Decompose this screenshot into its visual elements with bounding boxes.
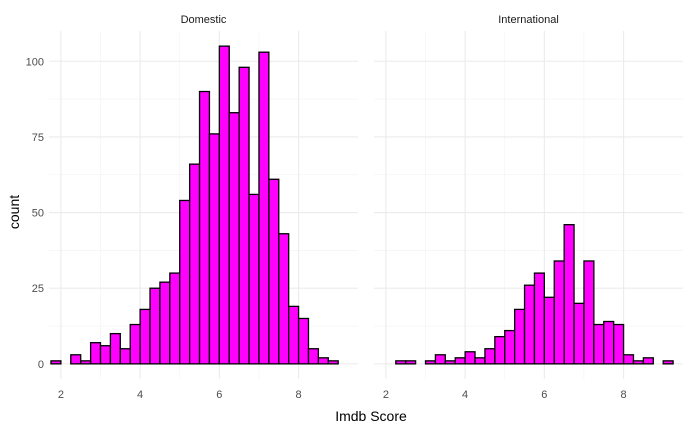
histogram-bar bbox=[622, 354, 635, 365]
panels-layer: Domestic 2 4 6 8 International 2 4 6 8 0 25 50 75 100 bbox=[26, 14, 683, 401]
histogram-bar bbox=[139, 308, 151, 365]
histogram-bar bbox=[494, 335, 506, 365]
histogram-bar bbox=[593, 323, 605, 365]
histogram-bar bbox=[50, 360, 62, 365]
histogram-bar bbox=[642, 357, 654, 365]
histogram-bar bbox=[258, 51, 270, 365]
histogram-bar bbox=[563, 224, 575, 365]
histogram-bar bbox=[444, 360, 456, 365]
histogram-bar bbox=[70, 354, 82, 365]
x-axis-title: Imdb Score bbox=[335, 408, 407, 424]
x-tick-label: 2 bbox=[383, 389, 389, 401]
histogram-bar bbox=[613, 323, 625, 365]
histogram-bar bbox=[278, 233, 290, 365]
histogram-bar bbox=[504, 329, 516, 365]
histogram-bar bbox=[198, 90, 211, 365]
histogram-bar bbox=[424, 360, 437, 365]
histogram-bar bbox=[288, 305, 300, 365]
histogram-bar bbox=[533, 272, 545, 365]
histogram-bar bbox=[523, 284, 536, 365]
histogram-bar bbox=[179, 199, 191, 365]
x-tick-label: 6 bbox=[541, 389, 547, 401]
histogram-bar bbox=[317, 357, 329, 365]
x-tick-label: 4 bbox=[137, 389, 143, 401]
facet-panel-domestic: Domestic 2 4 6 8 bbox=[49, 14, 358, 401]
histogram-bar bbox=[662, 360, 674, 365]
histogram-bar bbox=[513, 308, 526, 365]
histogram-bar bbox=[159, 281, 171, 365]
histogram-bar bbox=[119, 348, 131, 365]
histogram-bar bbox=[129, 323, 141, 365]
facet-strip-label: International bbox=[498, 14, 559, 26]
y-tick-label: 25 bbox=[32, 283, 44, 295]
y-tick-label: 0 bbox=[38, 359, 44, 371]
histogram-bar bbox=[603, 320, 615, 365]
histogram-bar bbox=[543, 296, 555, 365]
histogram-bar bbox=[149, 287, 161, 365]
histogram-bar bbox=[405, 360, 417, 365]
y-tick-label: 75 bbox=[32, 132, 44, 144]
histogram-bar bbox=[80, 360, 92, 365]
histogram-bar bbox=[327, 360, 339, 365]
x-tick-label: 8 bbox=[621, 389, 627, 401]
histogram-bar bbox=[228, 112, 240, 365]
x-tick-label: 2 bbox=[58, 389, 64, 401]
y-tick-label: 50 bbox=[32, 208, 44, 220]
x-tick-label: 4 bbox=[462, 389, 468, 401]
histogram-bar bbox=[484, 348, 496, 365]
histogram-bar bbox=[169, 272, 181, 365]
x-tick-label: 6 bbox=[216, 389, 222, 401]
histogram-bar bbox=[553, 260, 565, 365]
histogram-bar bbox=[583, 260, 595, 365]
histogram-bar bbox=[395, 360, 407, 365]
histogram-bar bbox=[238, 66, 250, 365]
y-axis-title: count bbox=[6, 195, 22, 229]
histogram-bar bbox=[434, 354, 446, 365]
histogram-bar bbox=[99, 345, 112, 365]
histogram-bar bbox=[248, 193, 260, 365]
facet-strip-label: Domestic bbox=[181, 14, 227, 26]
histogram-bar bbox=[188, 163, 201, 365]
histogram-bar bbox=[109, 332, 121, 365]
histogram-bar bbox=[474, 357, 486, 365]
y-tick-label: 100 bbox=[26, 56, 44, 68]
histogram-bar bbox=[218, 45, 230, 365]
histogram-bar bbox=[454, 357, 466, 365]
histogram-bar bbox=[89, 342, 102, 365]
histogram-bar bbox=[464, 351, 476, 365]
histogram-bar bbox=[297, 317, 310, 365]
histogram-bar bbox=[268, 178, 280, 365]
histogram-bar bbox=[573, 302, 585, 365]
histogram-bar bbox=[307, 348, 320, 365]
x-tick-label: 8 bbox=[296, 389, 302, 401]
histogram-bar bbox=[208, 133, 220, 365]
facet-panel-international: International 2 4 6 8 bbox=[374, 14, 683, 401]
histogram-bar bbox=[632, 360, 645, 365]
